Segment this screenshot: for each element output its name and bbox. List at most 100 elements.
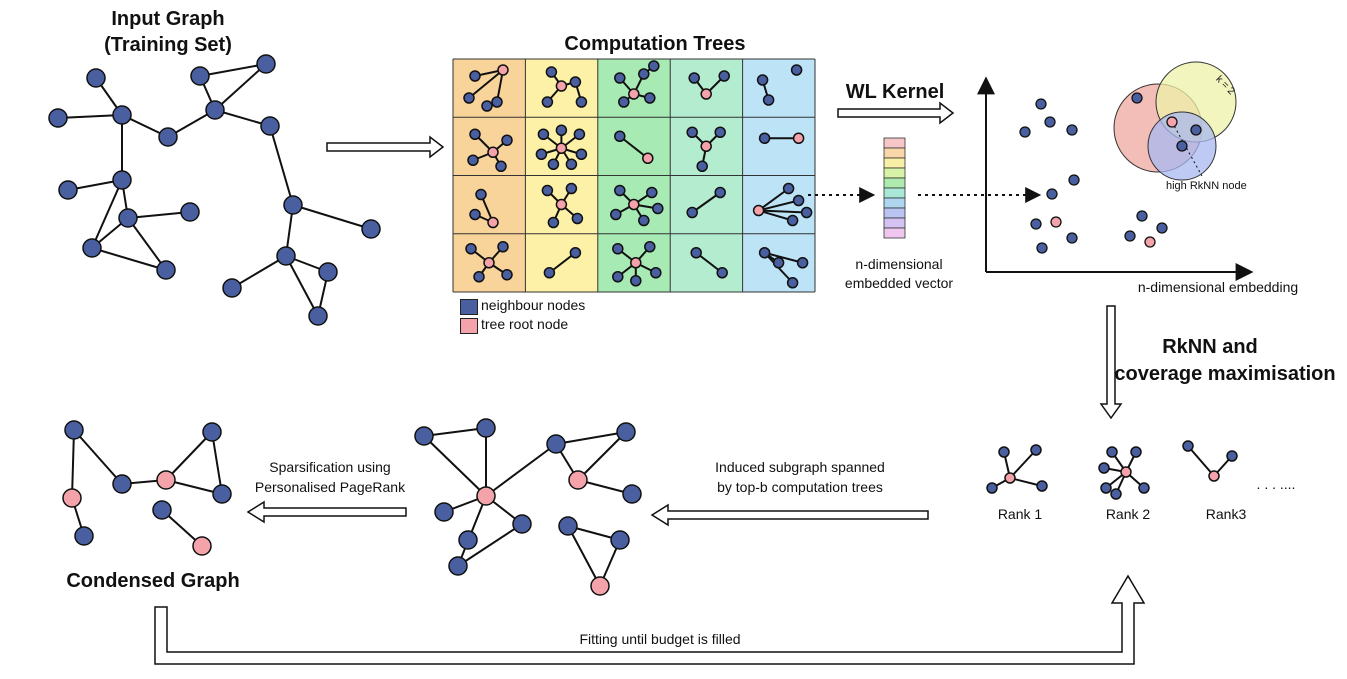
rank1-node — [998, 446, 1010, 458]
embedding-point — [1035, 98, 1047, 110]
induced-node — [458, 530, 478, 550]
tree-node — [786, 214, 799, 227]
input-node — [256, 54, 276, 74]
embedding-point — [1019, 126, 1031, 138]
rank3-root-node — [1208, 470, 1220, 482]
wl-kernel-label: WL Kernel — [845, 81, 945, 103]
computation-trees — [463, 60, 813, 289]
condensed-root-node — [192, 536, 212, 556]
rank2-node — [1100, 482, 1112, 494]
arrow-to-induced-subgraph — [650, 503, 929, 527]
vector-cell — [883, 207, 906, 219]
tree-node — [614, 184, 626, 197]
input-node — [156, 260, 176, 280]
tree-root-node — [630, 257, 642, 269]
condensed-node — [112, 474, 132, 494]
induced-edge — [423, 427, 487, 437]
induced-edge — [577, 431, 627, 481]
tree-root-node — [752, 204, 765, 217]
condensed-graph-title: Condensed Graph — [66, 570, 240, 592]
rank3-node — [1182, 440, 1194, 452]
embedding-point — [1066, 232, 1078, 244]
induced-edge — [555, 431, 627, 445]
tree-edge — [619, 135, 649, 160]
tree-node — [543, 267, 556, 279]
tree-node — [790, 64, 803, 76]
tree-node — [792, 194, 805, 207]
tree-node — [718, 70, 730, 82]
induced-node — [476, 418, 496, 438]
tree-node — [796, 257, 809, 269]
tree-node — [690, 247, 702, 259]
induced-node — [546, 434, 566, 454]
input-node — [58, 180, 78, 200]
condensed-node — [74, 526, 94, 546]
rank2-node — [1138, 482, 1150, 494]
input-edge — [91, 247, 167, 271]
input-node — [260, 116, 280, 136]
embedding-point — [1036, 242, 1048, 254]
embedding-point — [1068, 174, 1080, 186]
tree-node — [467, 154, 479, 166]
tree-node — [473, 271, 485, 283]
tree-node — [569, 76, 582, 88]
embedding-point — [1156, 222, 1168, 234]
rank2-root-node — [1120, 466, 1132, 478]
embedding-root-point — [1166, 116, 1178, 128]
input-node — [276, 246, 296, 266]
tree-root-node — [487, 216, 499, 229]
tree-node — [547, 216, 560, 229]
embedding-point — [1176, 140, 1188, 152]
rank2-node — [1130, 446, 1142, 458]
rank3-node — [1226, 450, 1238, 462]
computation-trees-title: Computation Trees — [564, 33, 746, 55]
embedding-point — [1131, 92, 1143, 104]
rank1-node — [1036, 480, 1048, 492]
vector-label-line2: embedded vector — [844, 275, 954, 291]
legend-root-label: tree root node — [481, 316, 569, 332]
tree-node — [465, 243, 477, 255]
input-node — [308, 306, 328, 326]
rank1-root-node — [1004, 472, 1016, 484]
tree-node — [475, 188, 487, 201]
tree-node — [547, 158, 560, 170]
rank2-node — [1110, 488, 1122, 500]
tree-edge — [758, 209, 807, 214]
rknn-label-line2: coverage maximisation — [1114, 363, 1336, 385]
tree-root-node — [497, 64, 509, 76]
input-node — [318, 262, 338, 282]
rank1-label: Rank 1 — [997, 506, 1043, 522]
tree-node — [716, 267, 728, 279]
tree-node — [686, 206, 698, 219]
input-node — [112, 105, 132, 125]
condensed-edge — [211, 431, 223, 495]
input-edge — [214, 63, 267, 111]
induced-node — [434, 502, 454, 522]
tree-edge — [758, 209, 793, 222]
tree-node — [614, 130, 626, 142]
tree-root-node — [555, 80, 568, 92]
tree-node — [644, 92, 656, 104]
tree-node — [610, 208, 622, 221]
embedding-point — [1046, 188, 1058, 200]
tree-node — [646, 186, 658, 199]
rank2-label: Rank 2 — [1105, 506, 1151, 522]
tree-node — [481, 100, 493, 112]
tree-node — [758, 132, 771, 144]
embedding-axis-label: n-dimensional embedding — [1137, 279, 1299, 295]
embedding-point — [1190, 124, 1202, 136]
input-node — [118, 208, 138, 228]
tree-node — [535, 148, 548, 160]
input-node — [112, 170, 132, 190]
fitting-loop-arrow — [154, 574, 1146, 665]
induced-edge — [457, 495, 487, 567]
condensed-edge — [71, 429, 75, 499]
rank1-node — [986, 482, 998, 494]
tree-node — [800, 206, 813, 219]
induced-edge — [485, 443, 557, 497]
tree-node — [758, 247, 771, 259]
condensed-edge — [73, 429, 123, 485]
tree-node — [565, 182, 578, 195]
tree-node — [491, 96, 503, 108]
tree-root-node — [700, 88, 712, 100]
